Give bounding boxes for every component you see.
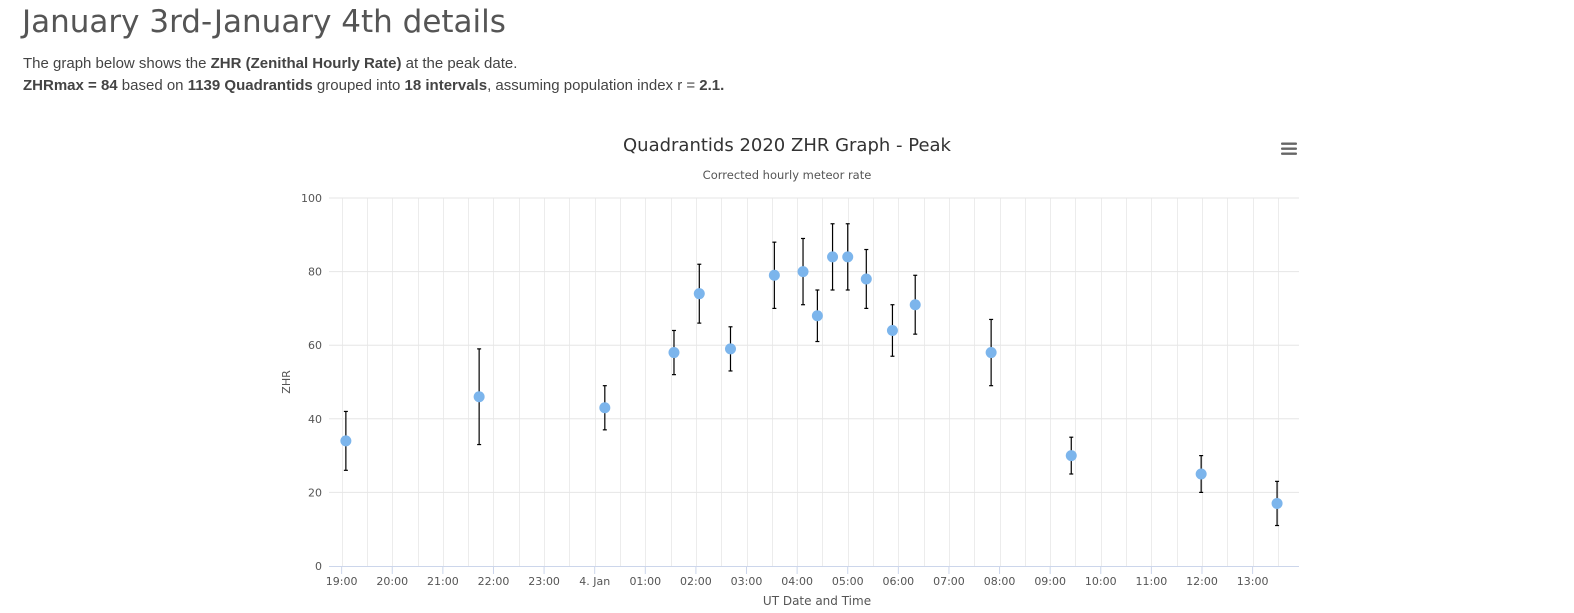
y-gridlines [329,197,1299,493]
y-tick-label: 60 [308,339,322,352]
data-points [340,251,1283,509]
x-tick-label: 02:00 [680,575,712,588]
x-tick-label: 01:00 [629,575,661,588]
x-tick-label: 13:00 [1237,575,1269,588]
data-point[interactable] [473,391,485,403]
chart-title: Quadrantids 2020 ZHR Graph - Peak [623,135,952,156]
data-point[interactable] [340,435,352,447]
data-point[interactable] [842,251,854,263]
x-tick-label: 03:00 [731,575,763,588]
data-point[interactable] [724,343,736,355]
y-axis-title: ZHR [280,370,293,394]
hamburger-menu-icon [1281,142,1297,155]
x-axis: 19:00 20:00 21:00 22:00 23:00 4. Jan 01:00 02:0… [326,566,1299,588]
data-point[interactable] [668,347,680,359]
meteor-count: 1139 Quadrantids [187,77,313,94]
description-line-2: ZHRmax = 84 based on 1139 Quadrantids gr… [23,77,725,94]
data-point[interactable] [1195,468,1207,480]
x-axis-title: UT Date and Time [763,594,871,608]
data-point[interactable] [1271,497,1283,509]
y-tick-label: 100 [301,192,322,205]
data-point[interactable] [985,347,997,359]
y-tick-label: 40 [308,413,322,426]
description-line-1: The graph below shows the ZHR (Zenithal … [23,55,518,72]
data-point[interactable] [827,251,839,263]
y-tick-label: 80 [308,266,322,279]
data-point[interactable] [599,402,611,414]
x-tick-label: 20:00 [376,575,408,588]
x-tick-label: 19:00 [326,575,358,588]
x-tick-label: 05:00 [832,575,864,588]
zhrmax-value: ZHRmax = 84 [23,77,118,94]
data-point[interactable] [797,266,809,278]
error-bars [343,223,1280,527]
x-tick-label: 23:00 [528,575,560,588]
data-point[interactable] [909,299,921,311]
interval-count: 18 intervals [404,77,488,94]
data-point[interactable] [693,288,705,300]
y-tick-label: 0 [315,560,322,573]
x-tick-label: 11:00 [1136,575,1168,588]
data-point[interactable] [1065,450,1077,462]
data-point[interactable] [886,324,898,336]
population-index: 2.1. [699,77,725,94]
y-tick-label: 20 [308,486,322,499]
x-tick-label: 21:00 [427,575,459,588]
x-tick-label: 10:00 [1085,575,1117,588]
x-tick-label: 12:00 [1186,575,1218,588]
data-point[interactable] [860,273,872,285]
data-point[interactable] [768,269,780,281]
x-tick-label: 09:00 [1034,575,1066,588]
chart-subtitle: Corrected hourly meteor rate [703,168,872,182]
y-axis: 0 20 40 60 80 100 [301,192,322,573]
x-tick-label: 4. Jan [579,575,610,588]
x-tick-label: 06:00 [882,575,914,588]
data-point[interactable] [811,310,823,322]
x-tick-label: 22:00 [478,575,510,588]
x-tick-label: 08:00 [984,575,1016,588]
page-title: January 3rd-January 4th details [22,4,506,40]
chart-menu-button[interactable] [1276,138,1302,160]
zhr-term: ZHR (Zenithal Hourly Rate) [210,55,402,72]
x-tick-label: 07:00 [933,575,965,588]
x-gridlines [342,198,1279,566]
x-tick-label: 04:00 [781,575,813,588]
